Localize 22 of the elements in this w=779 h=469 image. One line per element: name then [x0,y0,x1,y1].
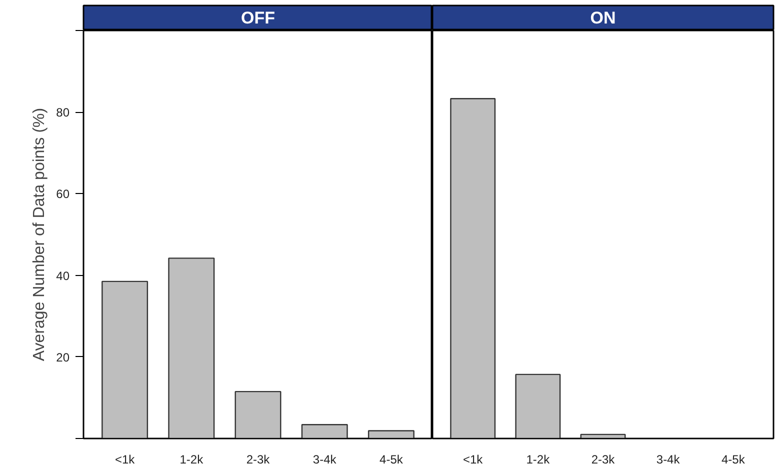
x-tick-label: 3-4k [312,452,338,466]
x-tick-label: 1-2k [526,452,551,466]
y-tick-label: 20 [56,350,70,364]
chart-title: ON [590,8,616,28]
y-axis-title: Average Number of Data points (%) [31,108,48,362]
x-tick-label: 1-2k [180,452,204,466]
x-tick-label: 4-5k [721,452,746,466]
bar [368,430,414,438]
x-tick-label: 3-4k [656,452,681,466]
y-tick-label: 60 [56,187,70,202]
x-tick-label: <1k [463,452,484,466]
chart-title: OFF [241,8,276,28]
bar [102,280,148,438]
x-tick-label: 4-5k [380,452,404,466]
x-tick-label: <1k [114,452,136,466]
y-tick-label: 80 [56,106,70,120]
x-tick-label: 2-3k [591,452,616,466]
bar [234,390,282,438]
x-tick-label: 2-3k [246,452,271,466]
bar [301,424,348,438]
bar [168,258,215,438]
y-tick-label: 40 [56,268,70,283]
